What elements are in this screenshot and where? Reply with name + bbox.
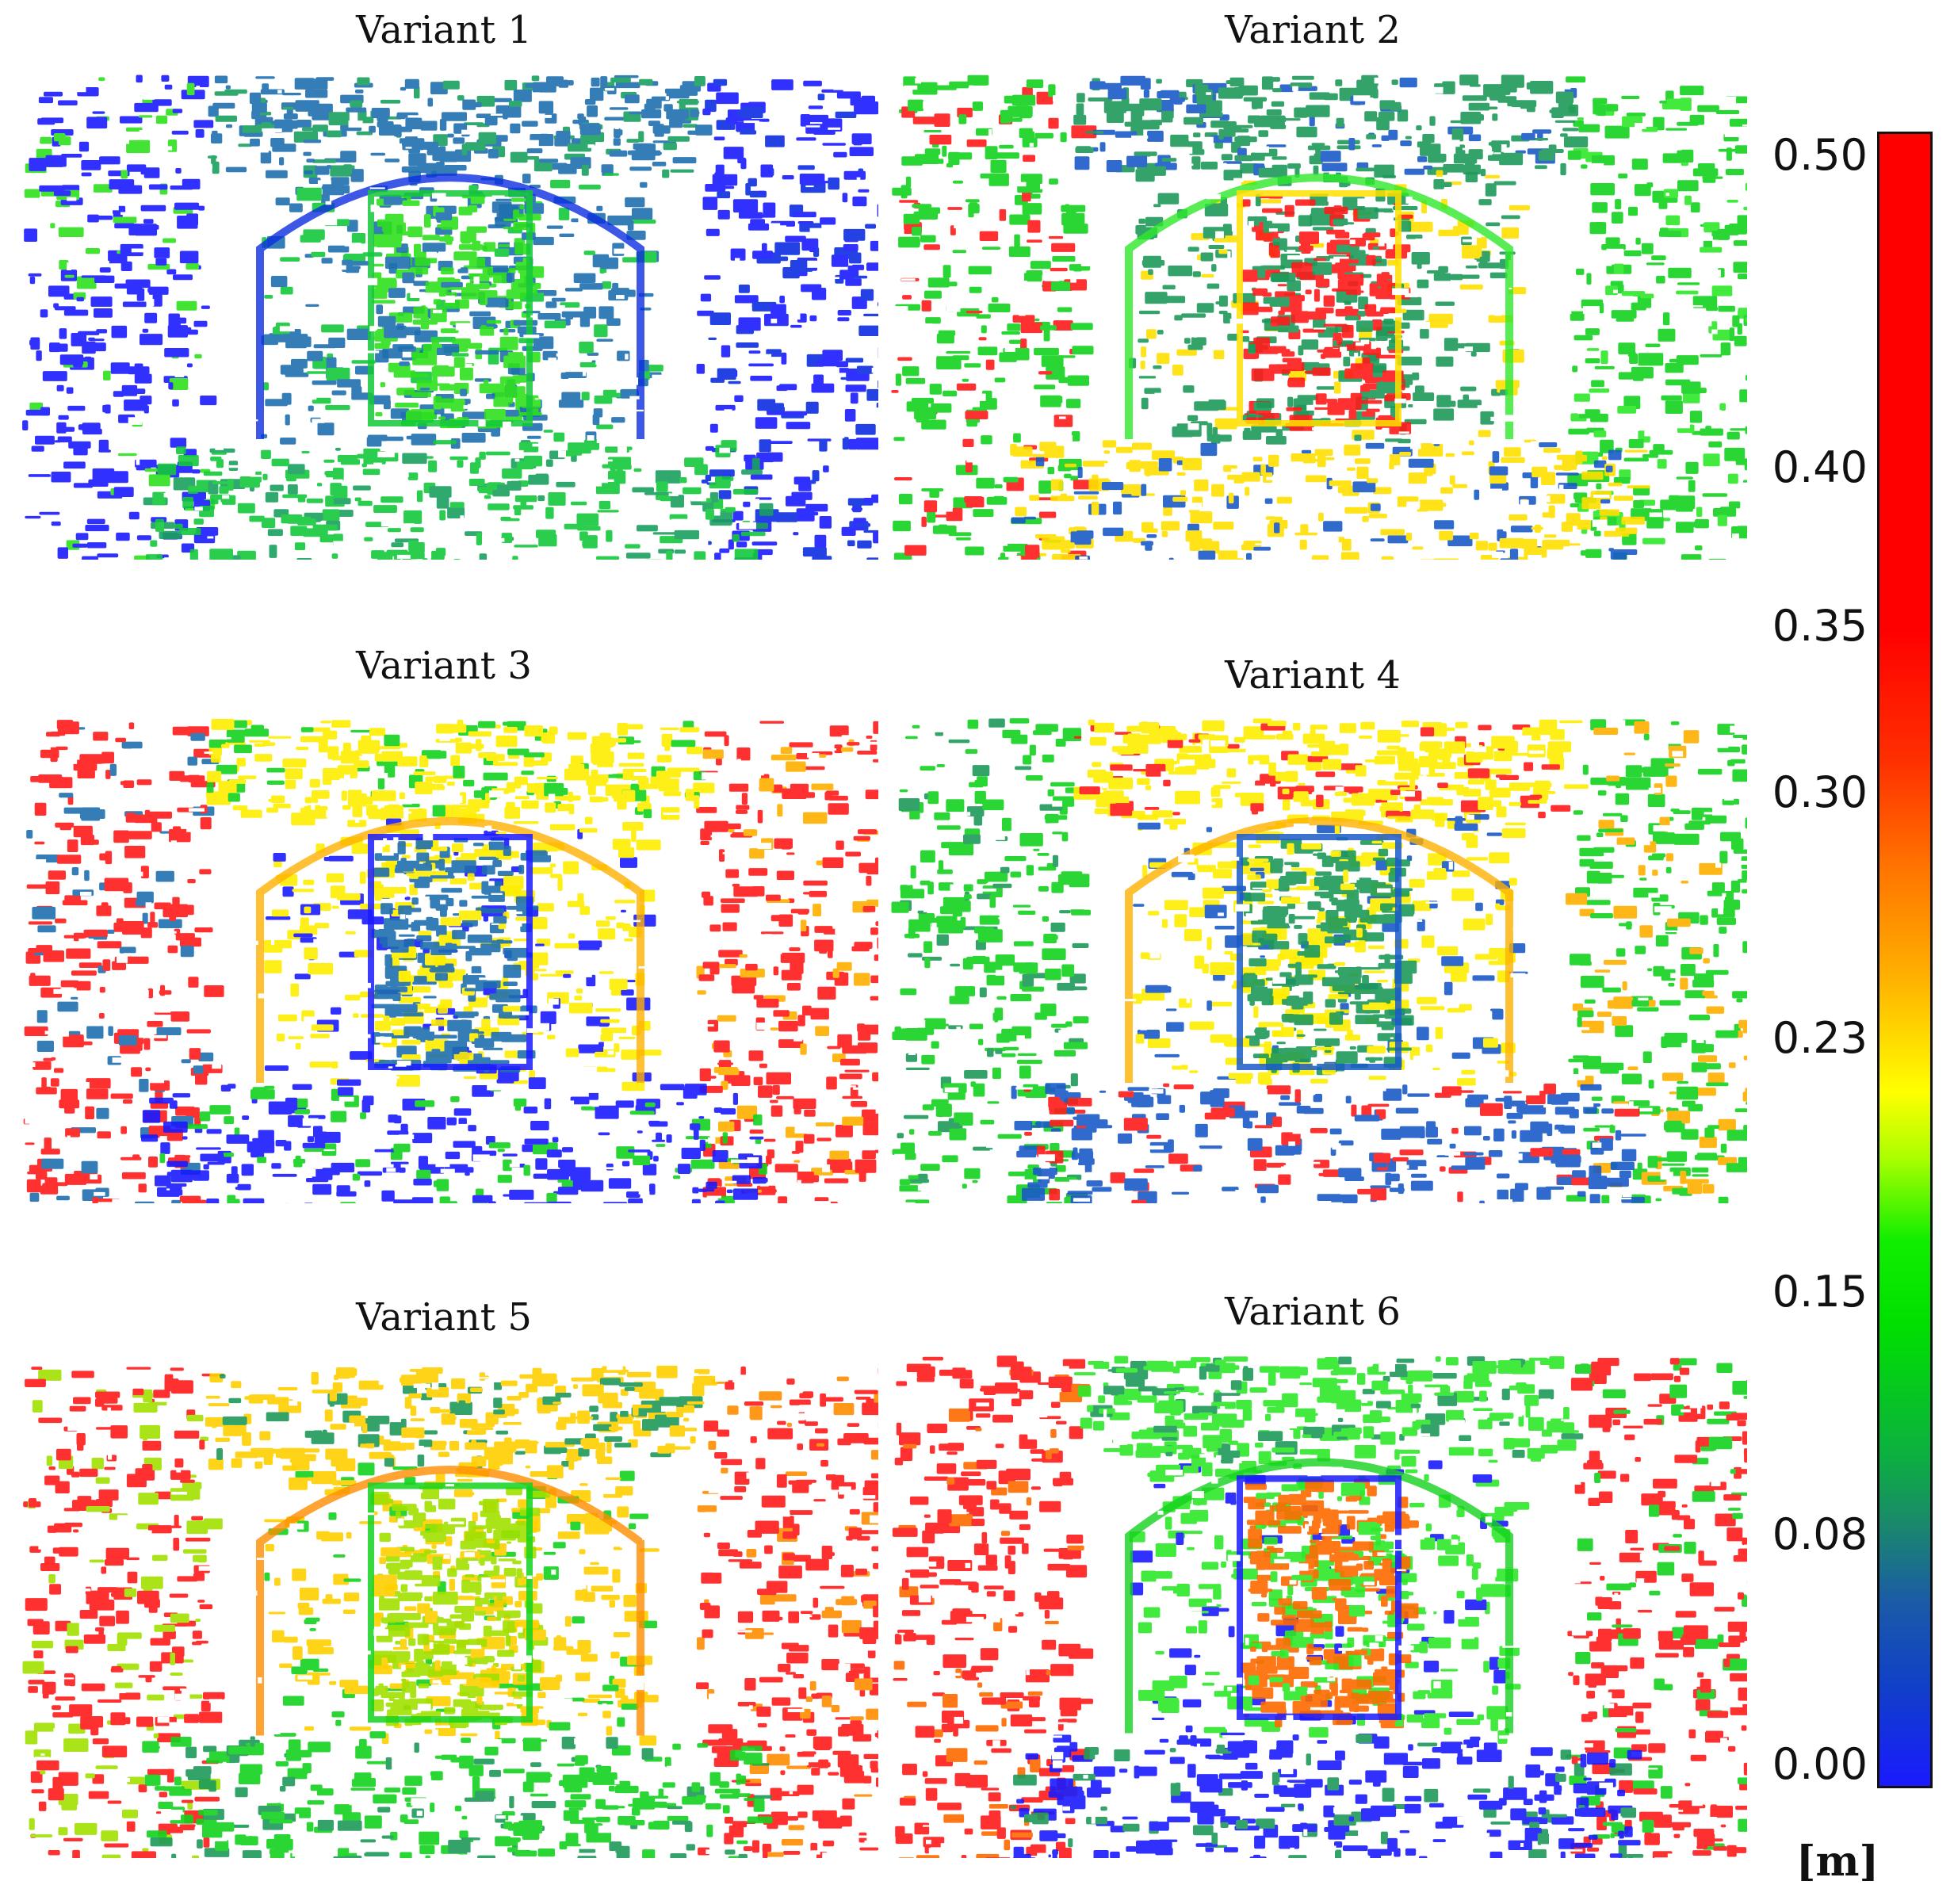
- point-cloud-panel-6: [891, 1355, 1747, 1858]
- colorbar-tick-015: 0.15: [1772, 1267, 1868, 1317]
- panel-title-5: Variant 5: [356, 1295, 532, 1340]
- point-cloud-panel-1: [22, 75, 878, 560]
- point-cloud-render-3: [23, 718, 878, 1203]
- point-cloud-render-6: [892, 1355, 1747, 1858]
- point-cloud-panel-3: [22, 718, 878, 1203]
- colorbar-tick-040: 0.40: [1772, 442, 1868, 492]
- colorbar-tick-023: 0.23: [1772, 1013, 1868, 1063]
- colorbar-unit: [m]: [1795, 1837, 1879, 1886]
- colorbar-tick-030: 0.30: [1772, 767, 1868, 817]
- colorbar-tick-008: 0.08: [1772, 1509, 1868, 1559]
- panel-title-1: Variant 1: [356, 8, 532, 52]
- point-cloud-panel-4: [891, 718, 1747, 1203]
- point-cloud-render-4: [891, 718, 1747, 1203]
- colorbar-tick-050: 0.50: [1772, 130, 1868, 180]
- panel-title-6: Variant 6: [1225, 1290, 1401, 1334]
- colorbar-tick-000: 0.00: [1772, 1739, 1868, 1789]
- panel-title-3: Variant 3: [356, 644, 532, 688]
- point-cloud-panel-2: [891, 75, 1747, 560]
- colorbar-tick-035: 0.35: [1772, 601, 1868, 651]
- panel-title-4: Variant 4: [1225, 653, 1401, 698]
- panel-title-2: Variant 2: [1225, 8, 1401, 52]
- colorbar: [1877, 132, 1933, 1788]
- point-cloud-render-1: [22, 75, 878, 560]
- point-cloud-render-5: [22, 1365, 878, 1858]
- point-cloud-render-2: [891, 75, 1747, 560]
- point-cloud-panel-5: [22, 1365, 878, 1858]
